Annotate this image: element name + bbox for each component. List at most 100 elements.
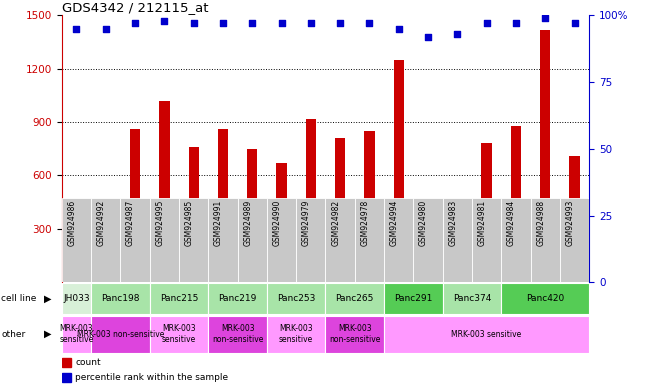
Text: Panc265: Panc265: [336, 294, 374, 303]
Bar: [355, 198, 384, 282]
Text: GSM924978: GSM924978: [361, 199, 369, 246]
Text: Panc374: Panc374: [453, 294, 491, 303]
Text: ▶: ▶: [44, 293, 51, 304]
Bar: [394, 60, 404, 282]
Text: other: other: [1, 329, 25, 339]
Bar: [335, 138, 345, 282]
Bar: [62, 373, 72, 382]
Bar: [365, 131, 374, 282]
Bar: [560, 198, 589, 282]
Point: [305, 20, 316, 26]
Point: [335, 20, 345, 26]
Bar: [384, 283, 443, 314]
Text: GSM924990: GSM924990: [273, 199, 281, 246]
Point: [423, 34, 434, 40]
Text: GSM924989: GSM924989: [243, 199, 252, 246]
Point: [393, 26, 404, 32]
Bar: [208, 283, 267, 314]
Point: [247, 20, 257, 26]
Bar: [208, 198, 238, 282]
Bar: [423, 231, 433, 282]
Bar: [277, 163, 286, 282]
Bar: [267, 316, 326, 353]
Bar: [130, 129, 140, 282]
Text: GSM924983: GSM924983: [449, 199, 457, 246]
Bar: [482, 144, 492, 282]
Bar: [511, 126, 521, 282]
Text: MRK-003
sensitive: MRK-003 sensitive: [59, 324, 94, 344]
Point: [159, 18, 169, 24]
Bar: [384, 316, 589, 353]
Bar: [62, 198, 91, 282]
Point: [71, 26, 82, 32]
Text: GSM924987: GSM924987: [126, 199, 135, 246]
Text: cell line: cell line: [1, 294, 36, 303]
Point: [569, 20, 579, 26]
Bar: [62, 358, 72, 367]
Bar: [326, 198, 355, 282]
Point: [217, 20, 228, 26]
Bar: [570, 156, 579, 282]
Text: GSM924984: GSM924984: [507, 199, 516, 246]
Bar: [452, 229, 462, 282]
Point: [481, 20, 492, 26]
Bar: [306, 119, 316, 282]
Bar: [267, 283, 326, 314]
Text: GSM924988: GSM924988: [536, 199, 545, 246]
Bar: [296, 198, 326, 282]
Bar: [208, 316, 267, 353]
Bar: [189, 147, 199, 282]
Text: GSM924986: GSM924986: [68, 199, 77, 246]
Text: Panc219: Panc219: [219, 294, 256, 303]
Bar: [326, 316, 384, 353]
Bar: [238, 198, 267, 282]
Point: [188, 20, 199, 26]
Bar: [72, 231, 81, 282]
Text: GSM924991: GSM924991: [214, 199, 223, 246]
Bar: [91, 316, 150, 353]
Point: [540, 15, 550, 21]
Point: [100, 26, 111, 32]
Text: ▶: ▶: [44, 329, 51, 339]
Text: MRK-003
non-sensitive: MRK-003 non-sensitive: [212, 324, 263, 344]
Bar: [62, 316, 91, 353]
Bar: [62, 283, 91, 314]
Text: count: count: [75, 358, 101, 367]
Bar: [472, 198, 501, 282]
Text: GSM924979: GSM924979: [302, 199, 311, 246]
Text: JH033: JH033: [63, 294, 90, 303]
Text: GDS4342 / 212115_at: GDS4342 / 212115_at: [62, 1, 208, 14]
Text: Panc253: Panc253: [277, 294, 315, 303]
Text: Panc215: Panc215: [160, 294, 198, 303]
Bar: [150, 283, 208, 314]
Text: GSM924980: GSM924980: [419, 199, 428, 246]
Point: [130, 20, 140, 26]
Bar: [247, 149, 257, 282]
Text: GSM924985: GSM924985: [185, 199, 193, 246]
Text: Panc198: Panc198: [101, 294, 140, 303]
Text: MRK-003
sensitive: MRK-003 sensitive: [279, 324, 313, 344]
Bar: [150, 316, 208, 353]
Bar: [443, 198, 472, 282]
Text: MRK-003 sensitive: MRK-003 sensitive: [452, 329, 521, 339]
Bar: [159, 101, 169, 282]
Text: MRK-003 non-sensitive: MRK-003 non-sensitive: [77, 329, 164, 339]
Point: [452, 31, 462, 37]
Text: GSM924994: GSM924994: [390, 199, 398, 246]
Bar: [326, 283, 384, 314]
Bar: [101, 225, 111, 282]
Bar: [413, 198, 443, 282]
Text: MRK-003
sensitive: MRK-003 sensitive: [162, 324, 196, 344]
Bar: [120, 198, 150, 282]
Text: GSM924981: GSM924981: [478, 199, 486, 246]
Text: GSM924993: GSM924993: [566, 199, 574, 246]
Bar: [150, 198, 179, 282]
Point: [364, 20, 374, 26]
Bar: [443, 283, 501, 314]
Point: [510, 20, 521, 26]
Bar: [531, 198, 560, 282]
Bar: [267, 198, 296, 282]
Text: Panc420: Panc420: [526, 294, 564, 303]
Point: [276, 20, 286, 26]
Text: percentile rank within the sample: percentile rank within the sample: [75, 373, 228, 382]
